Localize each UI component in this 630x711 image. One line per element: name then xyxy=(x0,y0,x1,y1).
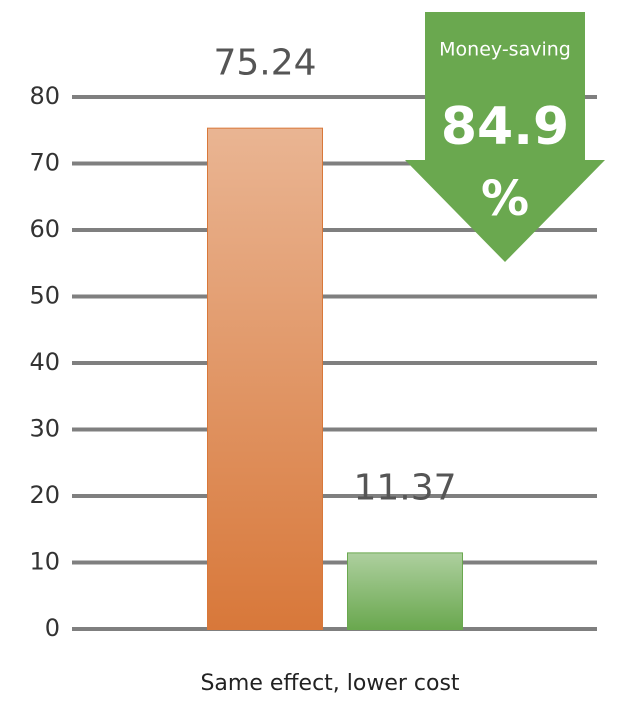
y-tick-label: 40 xyxy=(29,348,60,376)
y-tick-label: 50 xyxy=(29,282,60,310)
y-tick-label: 20 xyxy=(29,481,60,509)
value-label: 75.24 xyxy=(213,43,316,84)
bar-highlight xyxy=(208,128,322,630)
y-tick-label: 0 xyxy=(45,614,60,642)
y-tick-label: 10 xyxy=(29,548,60,576)
y-tick-label: 60 xyxy=(29,215,60,243)
annotation-title: Money-saving xyxy=(439,39,571,61)
annotation-unit: % xyxy=(481,171,529,227)
x-axis-label: Same effect, lower cost xyxy=(200,671,459,696)
savings-arrow xyxy=(405,12,605,262)
value-label: 11.37 xyxy=(353,467,456,508)
y-tick-label: 30 xyxy=(29,415,60,443)
annotation-value: 84.9 xyxy=(441,97,569,157)
y-tick-label: 70 xyxy=(29,149,60,177)
bar-highlight xyxy=(348,553,462,629)
y-tick-label: 80 xyxy=(29,82,60,110)
